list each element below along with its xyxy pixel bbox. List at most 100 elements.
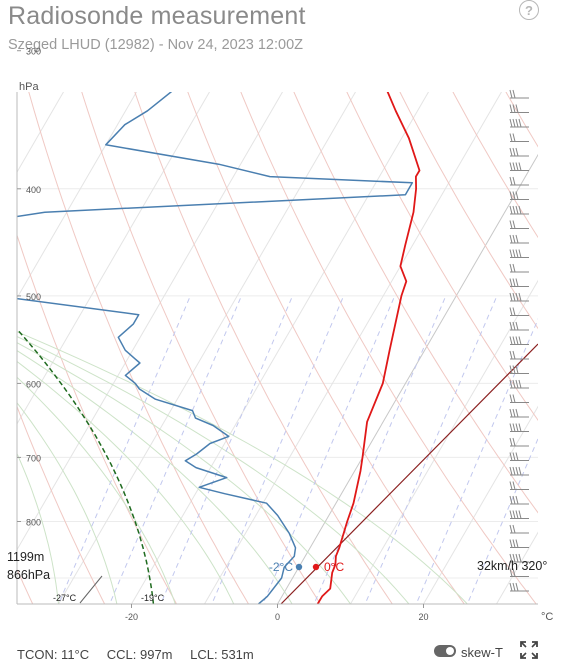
y-axis-unit: hPa bbox=[19, 81, 39, 93]
wind-barb bbox=[509, 423, 529, 432]
wind-barb bbox=[509, 510, 529, 519]
skewt-chart: 200300400500600700800-20020-27°C-19°C-2°… bbox=[0, 0, 562, 623]
dry-adiabat-line bbox=[28, 92, 250, 604]
surface-marker-label: 0°C bbox=[324, 560, 344, 574]
y-tick-label: 800 bbox=[26, 518, 41, 528]
moist-adiabat-line bbox=[17, 342, 352, 604]
page-title: Radiosonde measurement bbox=[8, 2, 306, 30]
isotherm-line bbox=[17, 92, 284, 551]
fullscreen-icon[interactable] bbox=[520, 641, 538, 659]
wind-barb bbox=[509, 394, 529, 403]
wind-barb bbox=[509, 162, 529, 171]
dry-adiabat-line bbox=[293, 92, 538, 514]
wind-barb bbox=[509, 539, 529, 548]
wind-barb bbox=[509, 292, 529, 302]
x-tick-label: 0 bbox=[275, 612, 280, 622]
y-tick-label: 700 bbox=[26, 453, 41, 463]
chart-grid bbox=[0, 0, 562, 609]
wind-barb bbox=[509, 350, 529, 360]
wind-barb bbox=[509, 89, 529, 99]
temperature-series-line bbox=[316, 92, 421, 604]
dry-adiabat-line bbox=[369, 0, 562, 609]
isotherm-bottom-label: -27°C bbox=[53, 593, 77, 603]
wind-barb bbox=[509, 379, 529, 389]
wind-barb bbox=[509, 437, 529, 447]
wind-barb bbox=[509, 220, 529, 229]
wind-barb bbox=[509, 336, 529, 345]
wind-barb bbox=[509, 582, 529, 592]
x-axis-unit: °C bbox=[541, 611, 553, 623]
wind-barb bbox=[509, 205, 529, 215]
help-icon[interactable]: ? bbox=[519, 0, 539, 20]
parcel-moist-adiabat bbox=[17, 328, 155, 604]
surface-marker-dot bbox=[312, 563, 320, 571]
surface-marker-label: -2°C bbox=[269, 560, 293, 574]
lcl-pressure-label: 866hPa bbox=[7, 568, 50, 582]
wind-readout: 32km/h 320° bbox=[477, 559, 547, 573]
wind-barb bbox=[509, 524, 529, 534]
lcl-height-label: 1199m bbox=[7, 550, 44, 564]
wind-barb bbox=[509, 481, 529, 490]
x-tick-label: 20 bbox=[418, 612, 428, 622]
isotherm-line bbox=[130, 92, 430, 604]
dry-adiabat-line bbox=[81, 92, 321, 604]
isotherm-line bbox=[349, 279, 538, 604]
surface-marker-dot bbox=[295, 563, 303, 571]
dry-adiabat-line bbox=[411, 0, 562, 609]
mixing-ratio-line bbox=[57, 295, 191, 604]
lcl-trace-line bbox=[280, 343, 538, 604]
dry-adiabat-line bbox=[187, 92, 465, 604]
moist-adiabat-line bbox=[17, 360, 235, 604]
wind-barb bbox=[509, 278, 529, 287]
mixing-ratio-line bbox=[109, 295, 242, 604]
moist-adiabat-line bbox=[17, 376, 176, 604]
wind-barb bbox=[509, 307, 529, 316]
wind-barb bbox=[509, 452, 529, 461]
y-tick-label: 400 bbox=[26, 185, 41, 195]
skew-t-toggle[interactable] bbox=[434, 645, 456, 657]
chart-lines bbox=[17, 92, 538, 604]
dewpoint-series-line bbox=[17, 92, 414, 604]
isotherm-line bbox=[0, 0, 8, 609]
isotherm-line bbox=[17, 92, 65, 174]
wind-barb bbox=[509, 176, 529, 186]
wind-barb bbox=[509, 408, 529, 418]
dry-adiabat-line bbox=[452, 0, 562, 609]
isotherm-line bbox=[17, 92, 138, 299]
dry-adiabat-line bbox=[240, 92, 537, 604]
x-tick-label: -20 bbox=[125, 612, 138, 622]
footer-stats: TCON: 11°C CCL: 997m LCL: 531m bbox=[17, 647, 268, 662]
wind-barb bbox=[509, 133, 529, 142]
wind-barb bbox=[509, 365, 529, 374]
wind-barb bbox=[509, 118, 529, 128]
y-tick-label: 300 bbox=[26, 47, 41, 57]
dry-adiabat-line bbox=[17, 405, 106, 604]
isotherm-line bbox=[422, 405, 538, 604]
isotherm-line bbox=[203, 92, 503, 604]
wind-barb bbox=[509, 321, 529, 331]
wind-barb bbox=[509, 104, 529, 113]
wind-barb bbox=[509, 249, 529, 258]
wind-barb bbox=[509, 147, 529, 157]
wind-barb bbox=[509, 234, 529, 244]
wind-barb bbox=[509, 466, 529, 476]
dry-adiabat-line bbox=[505, 92, 538, 148]
moist-adiabat-line bbox=[17, 452, 60, 604]
wind-barb bbox=[509, 553, 529, 563]
moist-adiabat-line bbox=[17, 350, 293, 604]
tcon-value: TCON: 11°C bbox=[17, 647, 90, 662]
dry-adiabat-line bbox=[535, 0, 562, 609]
wind-barb bbox=[509, 263, 529, 273]
y-tick-label: 600 bbox=[26, 379, 41, 389]
wind-barb bbox=[509, 191, 529, 200]
isotherm-bottom-label: -19°C bbox=[141, 593, 165, 603]
isotherm-label-leader bbox=[79, 575, 103, 604]
page-subtitle: Szeged LHUD (12982) - Nov 24, 2023 12:00… bbox=[8, 37, 304, 53]
isotherm-line bbox=[17, 92, 211, 425]
isotherm-line bbox=[276, 153, 538, 604]
ccl-value: CCL: 997m bbox=[106, 647, 173, 662]
wind-barbs bbox=[509, 89, 529, 592]
skew-t-toggle-label: skew-T bbox=[461, 645, 503, 660]
dry-adiabat-line bbox=[17, 233, 178, 604]
chart-axes: 200300400500600700800-20020-27°C-19°C-2°… bbox=[16, 47, 538, 622]
